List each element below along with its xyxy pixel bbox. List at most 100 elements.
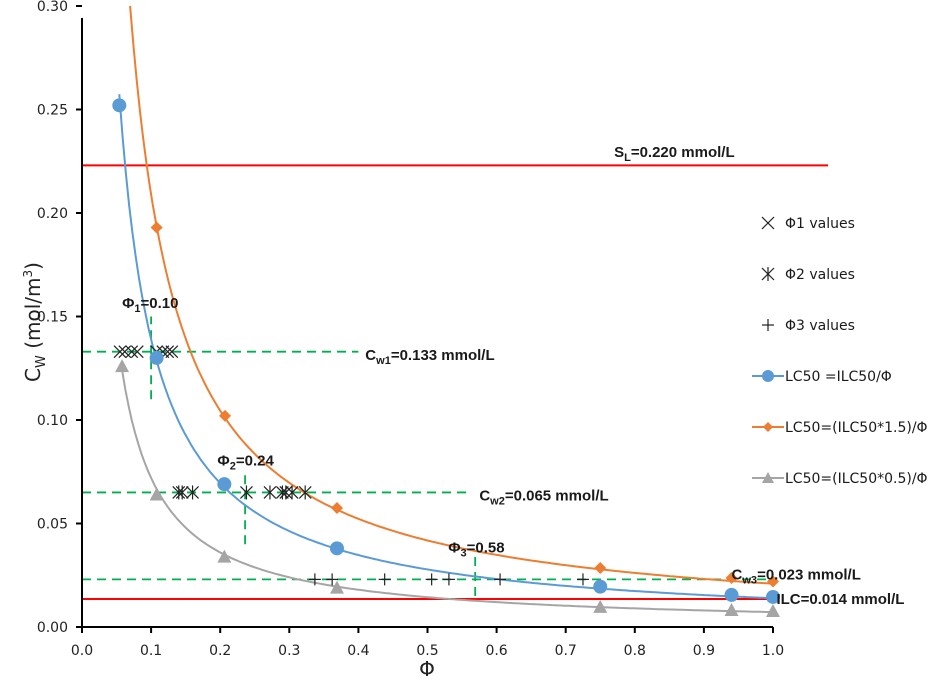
y-tick-label: 0.00: [37, 620, 68, 636]
phi3-marker: [308, 573, 321, 586]
phi2-marker: [263, 485, 277, 500]
curve-blue: [118, 94, 774, 600]
y-axis-title-main: C: [21, 368, 45, 382]
cw1-label: Cw1=0.133 mmol/L: [365, 347, 494, 367]
legend-marker-plus: [762, 319, 774, 331]
legend-label: Φ3 values: [785, 318, 855, 334]
phi1-marker: [113, 345, 127, 359]
curve-orange: [129, 5, 774, 585]
y-tick-label: 0.25: [37, 103, 68, 119]
orange-point: [725, 571, 738, 584]
orange-point: [330, 501, 343, 514]
cw2-label-main: C: [479, 488, 490, 505]
series-curves: [118, 5, 774, 614]
sl-label-rest: =0.220 mmol/L: [631, 144, 735, 161]
x-tick-label: 0.9: [693, 643, 715, 659]
gray-point: [329, 580, 344, 594]
cw1-label-sub: w1: [375, 355, 391, 367]
legend-label: Φ1 values: [785, 216, 855, 232]
phi1-label-rest: =0.10: [141, 295, 179, 312]
curve-gray: [121, 369, 774, 614]
series-points: [112, 98, 780, 618]
y-tick-label: 0.30: [37, 0, 68, 15]
phi1-label-main: Φ: [122, 295, 134, 312]
orange-point: [767, 575, 779, 588]
gray-point: [593, 599, 608, 613]
orange-point: [594, 562, 607, 575]
phi1-marker-stroke: [165, 345, 179, 359]
y-tick-label: 0.05: [37, 517, 68, 533]
gray-point: [766, 604, 780, 618]
gray-point: [149, 487, 164, 501]
phi-value-markers: [113, 345, 589, 586]
legend-item: LC50=(ILC50*1.5)/Φ: [752, 420, 928, 436]
y-axis-title-unit: (mol/m: [21, 277, 45, 355]
phi2-marker: [285, 485, 299, 500]
cw2-label-sub: w2: [489, 496, 505, 508]
y-axis-title-sup: 3: [21, 270, 35, 278]
legend-label: LC50=(ILC50*0.5)/Φ: [785, 471, 928, 487]
x-tick-label: 0.4: [347, 643, 369, 659]
phi1-marker: [118, 345, 132, 359]
cw3-label-sub: w3: [741, 574, 757, 586]
phi3-label-sub: 3: [461, 547, 467, 559]
legend-item: LC50=(ILC50*0.5)/Φ: [752, 471, 928, 487]
phi1-marker: [165, 345, 179, 359]
ilc-label-main: ILC=0.014 mmol/L: [776, 591, 904, 608]
phi1-marker-stroke: [161, 345, 175, 359]
x-tick-label: 0.5: [416, 643, 438, 659]
legend: Φ1 values Φ2 values Φ3 values LC50 =ILC50/Φ…: [752, 216, 928, 487]
phi2-label: Φ2=0.24: [217, 453, 274, 473]
legend-marker-asterisk: [761, 267, 775, 281]
blue-point: [112, 98, 127, 113]
axes: 0.00 0.05 0.10 0.15 0.20 0.25 0.30 0.0 0.1 0.2 0.3…: [37, 0, 784, 659]
cw1-label-main: C: [365, 347, 376, 364]
blue-point: [217, 477, 232, 492]
y-tick-label: 0.20: [37, 206, 68, 222]
x-tick-label: 0.1: [140, 643, 162, 659]
y-axis-title-close: ): [21, 262, 45, 270]
y-tick-label: 0.15: [37, 310, 68, 326]
phi2-label-sub: 2: [230, 461, 236, 473]
phi1-marker-stroke: [113, 345, 127, 359]
phi1-marker: [125, 345, 139, 359]
legend-marker-diamond: [763, 422, 773, 432]
legend-marker-triangle: [762, 472, 774, 483]
x-tick-label: 0.0: [71, 643, 93, 659]
phi3-marker: [326, 573, 339, 586]
phi2-marker: [298, 485, 312, 500]
legend-label: Φ2 values: [785, 267, 855, 283]
phi1-marker-stroke: [125, 345, 139, 359]
phi1-marker-stroke: [130, 345, 144, 359]
sl-label-main: S: [614, 144, 624, 161]
x-tick-label: 0.8: [624, 643, 646, 659]
gray-point: [724, 603, 739, 617]
cw3-label-rest: =0.023 mmol/L: [757, 566, 861, 583]
blue-point: [593, 579, 608, 594]
phi3-marker: [442, 573, 455, 586]
phi1-marker-stroke: [118, 345, 132, 359]
phi1-label: Φ1=0.10: [122, 295, 178, 315]
orange-point: [219, 409, 232, 422]
phi2-marker: [186, 485, 199, 500]
legend-item: LC50 =ILC50/Φ: [752, 369, 892, 385]
cw3-label: Cw3=0.023 mmol/L: [732, 566, 861, 586]
legend-marker-circle: [762, 370, 774, 382]
sl-label-sub: L: [624, 152, 631, 164]
sl-label: SL=0.220 mmol/L: [614, 144, 735, 164]
blue-point: [766, 589, 780, 604]
legend-item: Φ3 values: [762, 318, 855, 334]
phi2-marker: [240, 485, 253, 500]
phi2-marker: [279, 485, 293, 500]
phi1-marker: [130, 345, 144, 359]
y-axis-title: CW (mol/m3): [21, 262, 49, 382]
legend-marker-x: [761, 216, 775, 230]
phi3-label-rest: =0.58: [467, 539, 505, 556]
phi3-marker: [576, 573, 589, 586]
cw1-label-rest: =0.133 mmol/L: [391, 347, 495, 364]
phi1-label-sub: 1: [134, 303, 140, 315]
phi3-marker: [494, 573, 507, 586]
phi1-marker: [161, 345, 175, 359]
annotations: SL=0.220 mmol/L ILC=0.014 mmol/L Cw1=0.133…: [122, 144, 904, 608]
